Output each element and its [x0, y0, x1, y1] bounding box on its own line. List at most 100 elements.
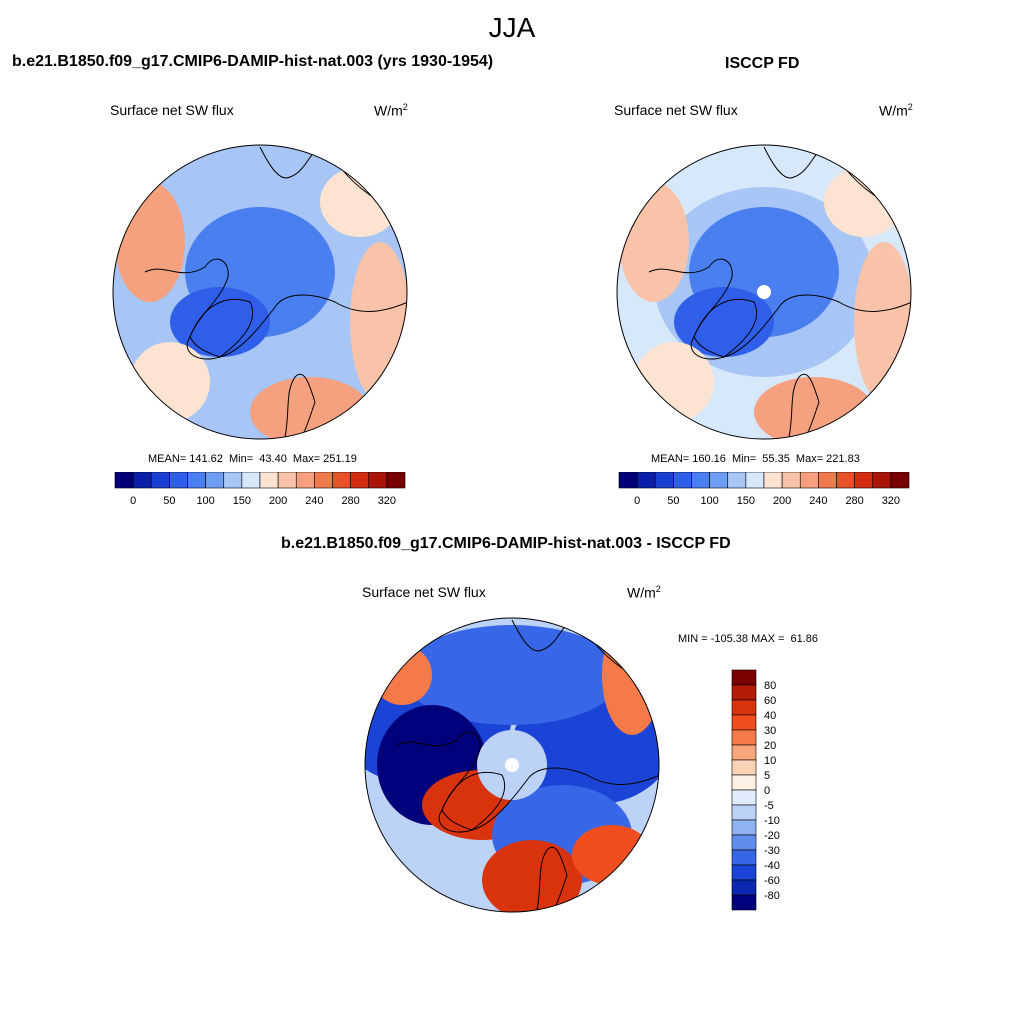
panel-2-map: [616, 144, 912, 440]
difference-map: [364, 617, 660, 913]
colorbar-tick-label: 100: [196, 495, 214, 507]
colorbar-swatch: [731, 834, 757, 851]
colorbar-tick-label: 150: [737, 495, 755, 507]
colorbar-swatch: [731, 699, 757, 716]
colorbar-swatch: [618, 472, 638, 489]
colorbar-tick-label: 150: [233, 495, 251, 507]
colorbar-tick-label: 280: [341, 495, 359, 507]
panel-2-stats: MEAN= 160.16 Min= 55.35 Max= 221.83: [651, 453, 860, 465]
colorbar-swatch: [132, 472, 152, 489]
colorbar-swatch: [727, 472, 747, 489]
colorbar-swatch: [169, 472, 188, 489]
colorbar-swatch: [818, 472, 837, 489]
colorbar-swatch: [205, 472, 225, 489]
difference-variable: Surface net SW flux: [362, 584, 486, 600]
colorbar-swatch: [350, 472, 370, 489]
panel-1-map: [112, 144, 408, 440]
difference-title: b.e21.B1850.f09_g17.CMIP6-DAMIP-hist-nat…: [281, 535, 731, 552]
colorbar-swatch: [386, 472, 406, 489]
panel-1-colorbar: 0 50 100 150 200 240 280 320: [114, 472, 406, 507]
pole-hole: [505, 758, 519, 772]
colorbar-tick-label: 80: [764, 680, 776, 692]
season-title: JJA: [488, 12, 536, 43]
panel-2-colorbar: 0 50 100 150 200 240 280 320: [618, 472, 910, 507]
field-region-6: [130, 342, 210, 422]
colorbar-swatch: [187, 472, 206, 489]
difference-stats: MIN = -105.38 MAX = 61.86: [678, 633, 819, 645]
colorbar-swatch: [731, 669, 757, 686]
colorbar-swatch: [314, 472, 333, 489]
colorbar-swatch: [654, 472, 674, 489]
colorbar-swatch: [277, 472, 297, 489]
field-region-8: [372, 645, 432, 705]
colorbar-swatch: [799, 472, 819, 489]
colorbar-swatch: [691, 472, 710, 489]
map-border: [364, 617, 660, 913]
map-border: [112, 144, 408, 440]
colorbar-tick-label: 0: [764, 785, 770, 797]
panel-2-units: W/m2: [879, 102, 913, 119]
colorbar-swatch: [114, 472, 134, 489]
panel-1-variable: Surface net SW flux: [110, 102, 234, 118]
difference-colorbar: 80 60 40 30 20 10 5 0 -5 -10 -20 -30 -40 -60 -80: [731, 669, 780, 911]
colorbar-swatch: [259, 472, 279, 489]
field-region-2: [170, 287, 270, 357]
colorbar-tick-label: 200: [269, 495, 287, 507]
difference-units: W/m2: [627, 584, 661, 601]
field-region-7: [824, 167, 904, 237]
colorbar-tick-label: -30: [764, 845, 780, 857]
colorbar-swatch: [731, 864, 757, 881]
colorbar-swatch: [332, 472, 351, 489]
colorbar-swatch: [890, 472, 910, 489]
colorbar-tick-label: 50: [667, 495, 679, 507]
colorbar-tick-label: 60: [764, 695, 776, 707]
colorbar-swatch: [150, 472, 170, 489]
pole-hole: [757, 285, 771, 299]
colorbar-swatch: [731, 804, 757, 821]
field-region-9: [572, 825, 652, 885]
colorbar-swatch: [223, 472, 243, 489]
colorbar-swatch: [731, 759, 757, 776]
field-region-7: [602, 618, 659, 735]
colorbar-tick-label: -60: [764, 875, 780, 887]
colorbar-tick-label: -80: [764, 890, 780, 902]
colorbar-swatch: [709, 472, 729, 489]
colorbar-tick-label: -5: [764, 800, 774, 812]
panel-1-title: b.e21.B1850.f09_g17.CMIP6-DAMIP-hist-nat…: [12, 53, 494, 70]
field-region-7: [320, 167, 400, 237]
colorbar-swatch: [731, 729, 757, 746]
colorbar-swatch: [836, 472, 855, 489]
colorbar-tick-label: 0: [634, 495, 640, 507]
colorbar-tick-label: 0: [130, 495, 136, 507]
colorbar-swatch: [636, 472, 656, 489]
panel-1-units: W/m2: [374, 102, 408, 119]
colorbar-swatch: [731, 849, 757, 866]
field-region-2: [402, 625, 622, 725]
colorbar-tick-label: 50: [163, 495, 175, 507]
colorbar-tick-label: 100: [700, 495, 718, 507]
colorbar-swatch: [731, 744, 757, 761]
colorbar-tick-label: 20: [764, 740, 776, 752]
colorbar-tick-label: 40: [764, 710, 776, 722]
colorbar-tick-label: 280: [845, 495, 863, 507]
colorbar-swatch: [731, 894, 757, 911]
field-region-6: [482, 840, 582, 912]
field-region-3: [115, 182, 185, 302]
panel-1-stats: MEAN= 141.62 Min= 43.40 Max= 251.19: [148, 453, 357, 465]
colorbar-swatch: [731, 714, 757, 731]
colorbar-swatch: [295, 472, 315, 489]
field-region-4: [854, 242, 911, 402]
colorbar-tick-label: -10: [764, 815, 780, 827]
colorbar-swatch: [368, 472, 388, 489]
colorbar-swatch: [241, 472, 261, 489]
map-border: [616, 144, 912, 440]
field-region-2: [674, 287, 774, 357]
field-region-6: [634, 342, 714, 422]
colorbar-tick-label: -20: [764, 830, 780, 842]
colorbar-swatch: [763, 472, 783, 489]
colorbar-swatch: [854, 472, 874, 489]
colorbar-tick-label: 240: [305, 495, 323, 507]
colorbar-tick-label: 320: [882, 495, 900, 507]
colorbar-swatch: [731, 774, 757, 791]
panel-2-title: ISCCP FD: [725, 55, 800, 72]
